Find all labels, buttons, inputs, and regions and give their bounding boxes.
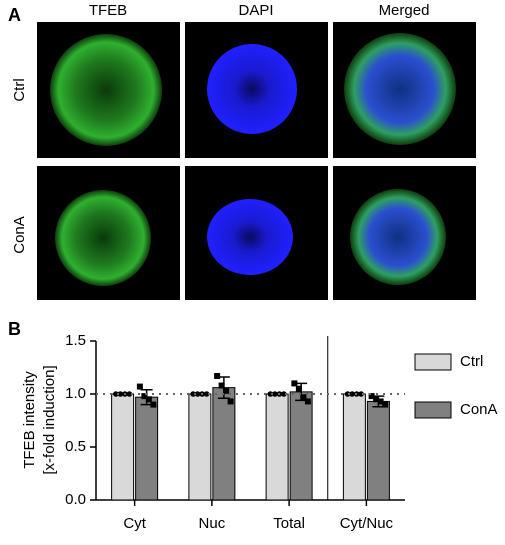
bar <box>289 391 313 501</box>
data-point <box>190 391 196 397</box>
nucleus <box>207 44 297 134</box>
data-point <box>281 391 287 397</box>
data-point <box>358 391 364 397</box>
y-tick-label: 0.5 <box>65 438 86 455</box>
legend-swatch <box>414 353 452 371</box>
y-tick-label: 1.0 <box>65 385 86 402</box>
data-point <box>295 385 302 392</box>
cell <box>344 33 456 145</box>
bar <box>111 393 135 501</box>
data-point <box>214 372 221 379</box>
y-tick-label: 0.0 <box>65 491 86 508</box>
bar <box>212 387 236 501</box>
data-point <box>344 391 351 397</box>
panel-label: A <box>8 5 21 25</box>
data-point <box>218 382 225 389</box>
data-point <box>373 396 380 403</box>
data-point <box>377 398 384 405</box>
bar <box>342 393 366 501</box>
nucleus <box>207 199 293 275</box>
data-point <box>223 387 230 394</box>
data-point <box>304 398 311 405</box>
y-tick-label: 1.5 <box>65 332 86 349</box>
legend-swatch <box>414 401 452 419</box>
data-point <box>150 401 157 408</box>
cell <box>55 190 151 286</box>
cell <box>350 189 446 285</box>
x-tick-label: Nuc <box>199 515 226 532</box>
column-header: Merged <box>379 2 430 19</box>
data-point <box>194 391 201 397</box>
bar <box>135 396 159 501</box>
data-point <box>267 391 274 397</box>
x-tick-label: Total <box>273 515 305 532</box>
data-point <box>113 391 119 397</box>
data-point <box>141 393 148 400</box>
y-axis-label: [x-fold induction] <box>41 365 58 474</box>
x-tick-label: Cyt <box>123 515 146 532</box>
panel-a: A TFEB DAPI Merged Ctrl ConA <box>8 2 476 300</box>
legend-label: ConA <box>460 401 498 418</box>
data-point <box>368 393 375 400</box>
y-axis-label: TFEB intensity <box>21 371 38 469</box>
data-point <box>227 398 234 405</box>
row-label: ConA <box>11 216 28 254</box>
data-point <box>272 391 278 397</box>
data-point <box>126 391 133 397</box>
data-point <box>203 391 210 397</box>
data-point <box>349 391 355 397</box>
cell <box>50 34 162 146</box>
panel-b: B TFEB intensity [x-fold induction] 0.0 0… <box>8 319 498 532</box>
column-header: TFEB <box>89 2 127 19</box>
column-header: DAPI <box>238 2 273 19</box>
bar <box>265 393 289 501</box>
panel-label: B <box>8 319 21 339</box>
legend-label: Ctrl <box>460 353 483 370</box>
bar <box>366 400 390 501</box>
row-label: Ctrl <box>11 78 28 101</box>
data-point <box>291 380 298 387</box>
data-point <box>382 401 389 408</box>
data-point <box>136 383 143 390</box>
data-point <box>300 394 307 401</box>
bar <box>188 393 212 501</box>
data-point <box>145 396 152 403</box>
x-tick-label: Cyt/Nuc <box>340 515 394 532</box>
data-point <box>117 391 124 397</box>
